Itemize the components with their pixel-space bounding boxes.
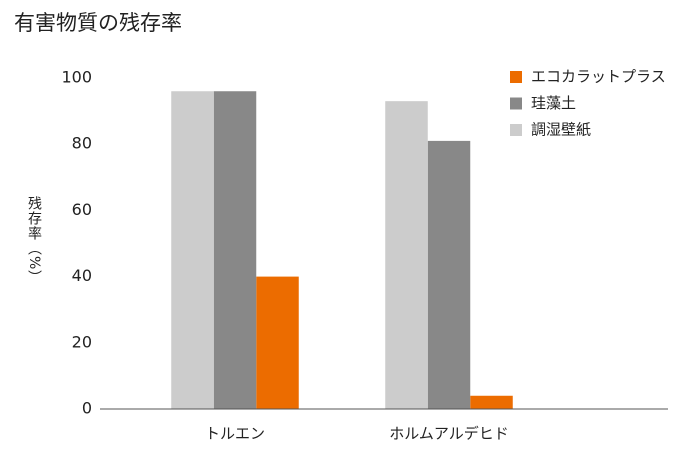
bar — [427, 140, 471, 409]
y-tick-label: 80 — [72, 134, 92, 153]
y-tick-label: 100 — [61, 68, 92, 87]
bar — [213, 91, 257, 410]
x-tick-label: トルエン — [205, 425, 265, 443]
legend-label: 珪藻土 — [531, 94, 576, 112]
y-tick-label: 20 — [72, 332, 92, 351]
bar — [470, 395, 513, 409]
bar — [171, 91, 214, 410]
y-axis-label: 残存率（%） — [26, 196, 42, 286]
legend-label: 調湿壁紙 — [531, 121, 591, 139]
y-tick-label: 0 — [82, 399, 92, 418]
chart-title: 有害物質の残存率 — [14, 11, 182, 35]
legend-swatch — [510, 124, 522, 136]
legend-swatch — [510, 71, 522, 83]
legend-swatch — [510, 97, 522, 110]
y-tick-label: 40 — [72, 266, 92, 285]
x-tick-label: ホルムアルデヒド — [389, 425, 509, 443]
legend-label: エコカラットプラス — [531, 68, 666, 86]
y-tick-label: 60 — [72, 200, 92, 219]
bar — [256, 276, 299, 409]
bar — [385, 101, 428, 410]
